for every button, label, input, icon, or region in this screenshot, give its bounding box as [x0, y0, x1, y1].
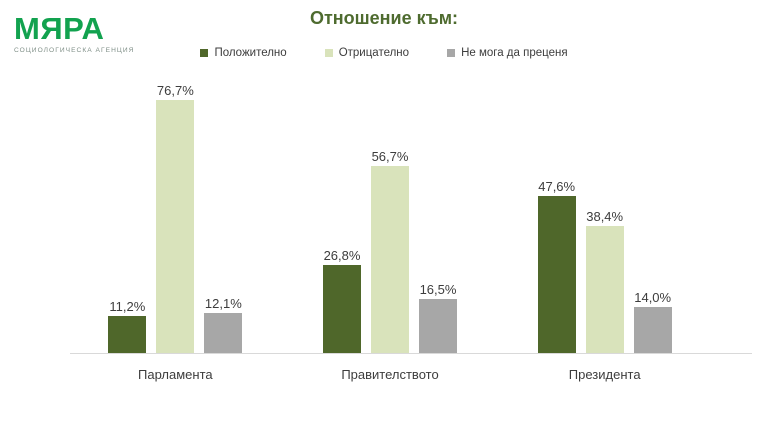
category-label: Парламента — [138, 367, 213, 382]
bar-wrap: 56,7% — [371, 150, 409, 353]
bar-Отрицателно — [156, 100, 195, 353]
legend-swatch-negative — [324, 49, 333, 57]
bar-value-label: 11,2% — [109, 299, 146, 314]
bar-Не мога да преценя — [633, 307, 672, 353]
legend-item-positive: Положително — [200, 47, 287, 59]
bar-wrap: 16,5% — [419, 283, 457, 353]
bar-wrap: 76,7% — [156, 83, 195, 353]
bar-wrap: 12,1% — [204, 296, 243, 353]
category-label: Президента — [568, 367, 641, 382]
bar-value-label: 26,8% — [323, 248, 361, 263]
legend-label-neutral: Не мога да преценя — [461, 47, 568, 59]
legend-item-neutral: Не мога да преценя — [447, 47, 568, 59]
bar-value-label: 16,5% — [419, 282, 457, 297]
legend-swatch-neutral — [447, 49, 456, 57]
agency-logo-name: МЯРА — [14, 11, 105, 46]
legend-item-negative: Отрицателно — [324, 47, 410, 59]
legend-label-positive: Положително — [214, 47, 287, 59]
agency-logo-tagline: СОЦИОЛОГИЧЕСКА АГЕНЦИЯ — [14, 47, 135, 54]
bar-wrap: 11,2% — [108, 299, 147, 353]
bar-value-label: 14,0% — [634, 290, 672, 305]
bar-wrap: 14,0% — [633, 290, 672, 353]
bar-group-2: 26,8% 56,7% 16,5% — [283, 150, 498, 353]
bar-wrap: 38,4% — [585, 209, 624, 353]
legend: Положително Отрицателно Не мога да преце… — [0, 47, 768, 59]
bar-group-3: 47,6% 38,4% 14,0% — [497, 180, 712, 353]
bar-Отрицателно — [585, 226, 624, 353]
bar-Положително — [537, 196, 576, 353]
legend-label-negative: Отрицателно — [338, 47, 410, 59]
bar-Положително — [108, 316, 147, 353]
bar-value-label: 47,6% — [538, 179, 576, 194]
bar-value-label: 56,7% — [371, 149, 409, 164]
agency-logo: МЯРА СОЦИОЛОГИЧЕСКА АГЕНЦИЯ — [14, 13, 134, 54]
category-labels: Парламента Правителството Президента — [68, 367, 712, 382]
bar-chart: 11,2% 76,7% 12,1% 26,8% 56,7% 16,5% 47,6% 38,4%… — [68, 0, 712, 353]
bar-Положително — [323, 265, 361, 353]
legend-swatch-positive — [200, 49, 209, 57]
bar-value-label: 76,7% — [156, 83, 194, 98]
chart-title: Отношение към: — [309, 8, 459, 28]
bar-value-label: 12,1% — [204, 296, 242, 311]
bar-group-1: 11,2% 76,7% 12,1% — [68, 84, 283, 353]
x-axis-line — [70, 353, 752, 354]
bar-Отрицателно — [371, 166, 409, 353]
bar-wrap: 47,6% — [537, 179, 576, 353]
bar-Не мога да преценя — [419, 299, 457, 353]
bar-wrap: 26,8% — [323, 249, 361, 353]
bar-value-label: 38,4% — [586, 209, 624, 224]
category-label: Правителството — [341, 367, 439, 382]
bar-Не мога да преценя — [204, 313, 243, 353]
